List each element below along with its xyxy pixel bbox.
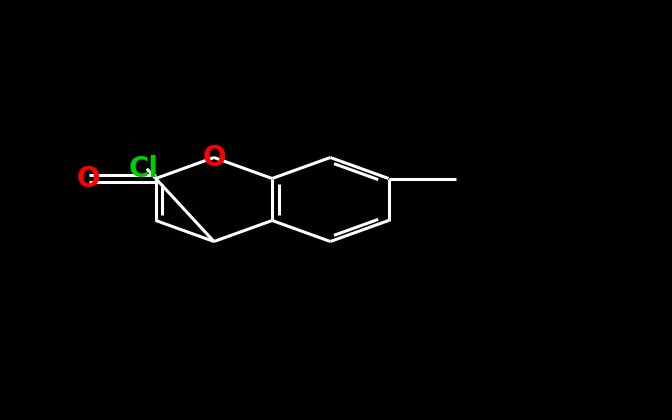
Text: Cl: Cl — [128, 155, 159, 183]
Text: O: O — [77, 165, 100, 192]
Text: O: O — [202, 144, 226, 171]
